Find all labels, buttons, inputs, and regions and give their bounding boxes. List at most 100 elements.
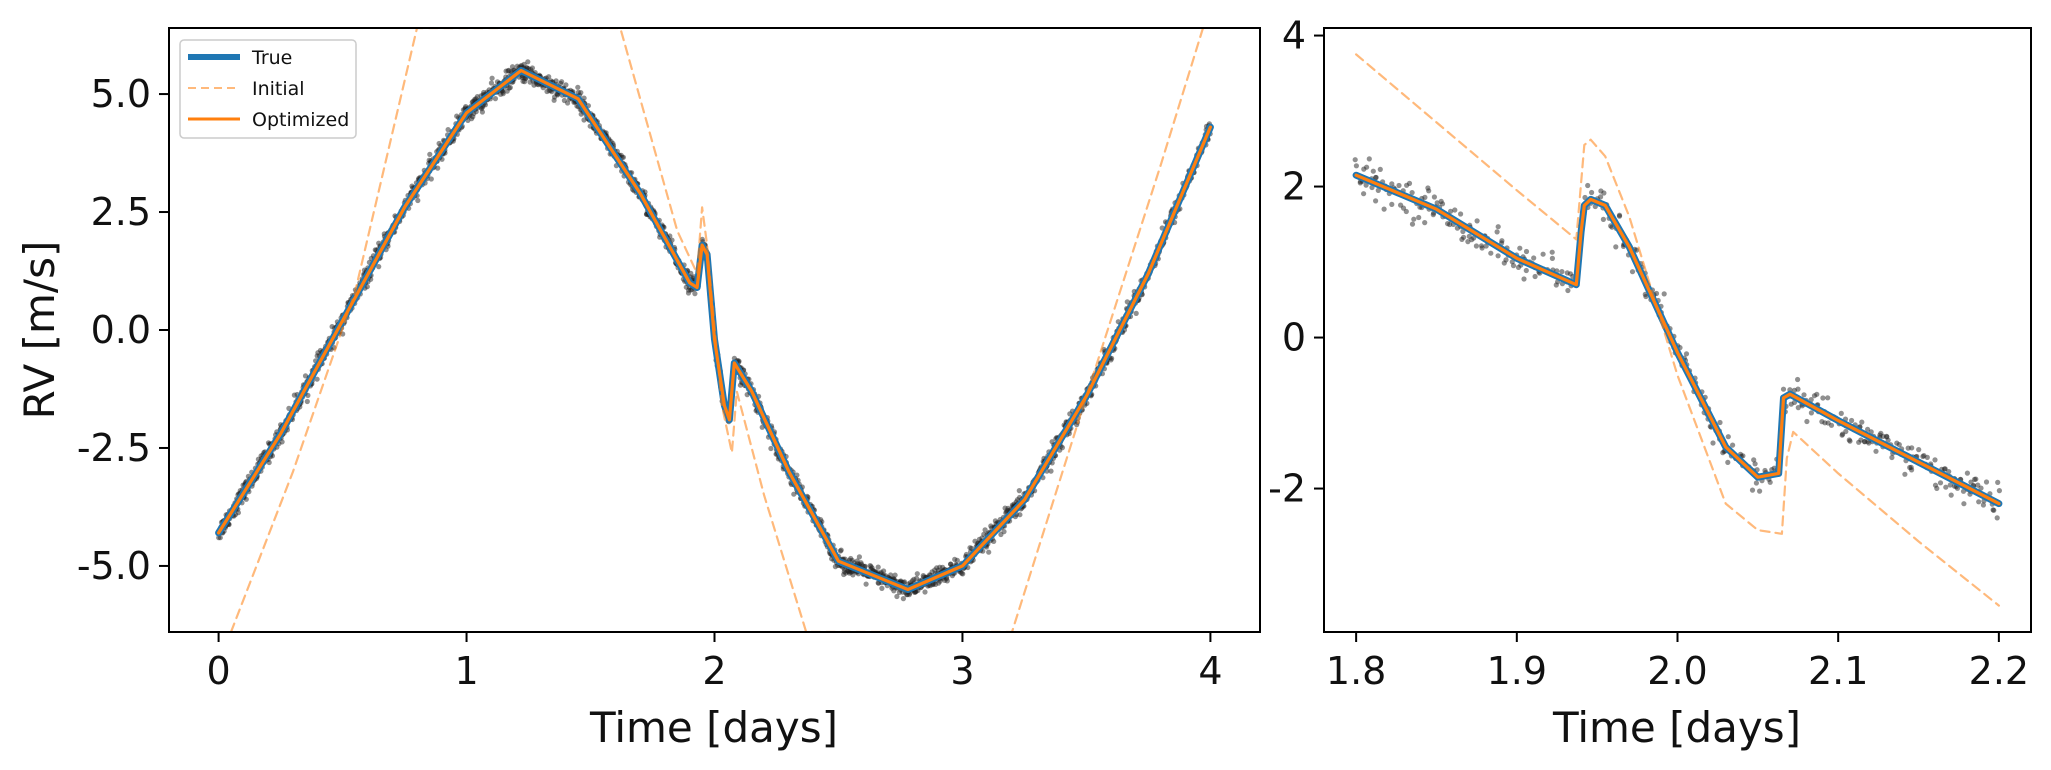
- data-point: [1598, 194, 1604, 200]
- data-point: [1479, 245, 1485, 251]
- data-point: [986, 549, 992, 555]
- y-tick-label: 0.0: [91, 308, 151, 352]
- data-point: [1740, 453, 1746, 459]
- data-point: [1361, 191, 1367, 197]
- data-point: [1352, 157, 1358, 163]
- data-point: [1946, 469, 1952, 475]
- data-point: [954, 557, 960, 563]
- data-point: [1717, 419, 1723, 426]
- data-point: [1483, 243, 1489, 249]
- data-point: [1377, 166, 1383, 172]
- data-point: [1683, 351, 1690, 357]
- y-tick-label: -2: [1268, 467, 1306, 511]
- legend-label-optimized: Optimized: [252, 109, 349, 131]
- data-point: [1403, 208, 1409, 215]
- data-point: [1488, 250, 1494, 256]
- data-point: [1839, 432, 1845, 438]
- data-point: [1109, 355, 1115, 361]
- data-point: [1808, 410, 1814, 416]
- data-point: [768, 445, 774, 452]
- data-point: [581, 95, 587, 101]
- data-point: [1961, 501, 1967, 507]
- data-point: [521, 61, 527, 67]
- curves-full: [215, 28, 1214, 632]
- data-point: [266, 459, 272, 466]
- data-point: [1549, 249, 1555, 255]
- legend: True Initial Optimized: [179, 39, 357, 139]
- data-point: [1976, 499, 1982, 505]
- legend-box: [179, 39, 357, 139]
- data-point: [1873, 448, 1879, 454]
- y-tick-label: -5.0: [77, 544, 151, 588]
- data-point: [1353, 163, 1359, 169]
- data-point: [1757, 488, 1763, 494]
- data-point: [1902, 471, 1908, 477]
- data-point: [1980, 502, 1986, 508]
- full-timeseries-panel: 0 1 2 3 4 5.0 2.5 0.0 -2.5 -5.0 Time [days] RV [m…: [15, 27, 1261, 752]
- data-point: [1710, 440, 1716, 446]
- data-point: [305, 392, 311, 398]
- data-point: [960, 571, 966, 577]
- curves-zoom: [1352, 53, 2003, 607]
- data-point: [1908, 464, 1914, 470]
- data-point: [922, 589, 928, 595]
- data-point: [1375, 187, 1381, 193]
- data-point: [1964, 470, 1970, 476]
- data-point: [1422, 220, 1428, 226]
- data-point: [794, 472, 800, 478]
- data-point: [1059, 445, 1065, 451]
- data-point: [553, 78, 559, 84]
- data-point: [1381, 206, 1387, 212]
- data-point: [1531, 255, 1537, 261]
- data-point: [489, 75, 495, 81]
- data-point: [1634, 247, 1640, 253]
- data-point: [1995, 479, 2001, 485]
- data-point: [1725, 434, 1731, 440]
- data-point: [1752, 461, 1758, 467]
- data-point: [1461, 234, 1467, 240]
- data-point: [488, 80, 494, 86]
- data-point: [1589, 189, 1595, 196]
- data-point: [1932, 457, 1938, 463]
- plot-area-zoom: [1324, 28, 2031, 632]
- x-tick-label: 1.9: [1487, 649, 1547, 693]
- x-tick-label: 1.8: [1326, 649, 1386, 693]
- y-tick-label: 2: [1282, 165, 1306, 209]
- data-point: [1896, 442, 1902, 448]
- data-point: [1124, 299, 1130, 305]
- data-point: [1559, 269, 1565, 275]
- data-point: [1001, 529, 1007, 535]
- data-point: [427, 151, 433, 157]
- data-point: [428, 176, 434, 182]
- x-tick-label: 2: [702, 649, 726, 693]
- data-point: [1924, 454, 1930, 460]
- data-point: [1473, 243, 1479, 249]
- data-point: [1613, 244, 1619, 250]
- data-point: [1363, 182, 1369, 188]
- data-point: [1585, 182, 1591, 189]
- data-point: [1730, 442, 1736, 448]
- data-point: [507, 84, 513, 91]
- data-point: [1523, 267, 1529, 274]
- data-point: [1133, 310, 1139, 316]
- data-point: [1366, 156, 1372, 162]
- data-point: [1474, 218, 1480, 224]
- data-point: [1616, 212, 1623, 218]
- data-point: [1828, 422, 1835, 428]
- data-point: [688, 270, 694, 276]
- x-tick-label: 4: [1198, 649, 1222, 693]
- data-point: [1416, 214, 1422, 221]
- data-point: [1942, 466, 1948, 472]
- data-point: [1409, 221, 1416, 227]
- data-point: [1916, 447, 1922, 453]
- data-point: [692, 291, 698, 297]
- data-point: [364, 284, 370, 290]
- data-point: [620, 154, 627, 160]
- data-point: [1847, 438, 1853, 444]
- data-point: [1503, 257, 1509, 263]
- data-point: [1629, 269, 1636, 275]
- data-point: [1994, 515, 2000, 521]
- data-point: [1447, 221, 1453, 228]
- ticks-full: 0 1 2 3 4 5.0 2.5 0.0 -2.5 -5.0: [77, 72, 1223, 693]
- data-point: [991, 538, 997, 545]
